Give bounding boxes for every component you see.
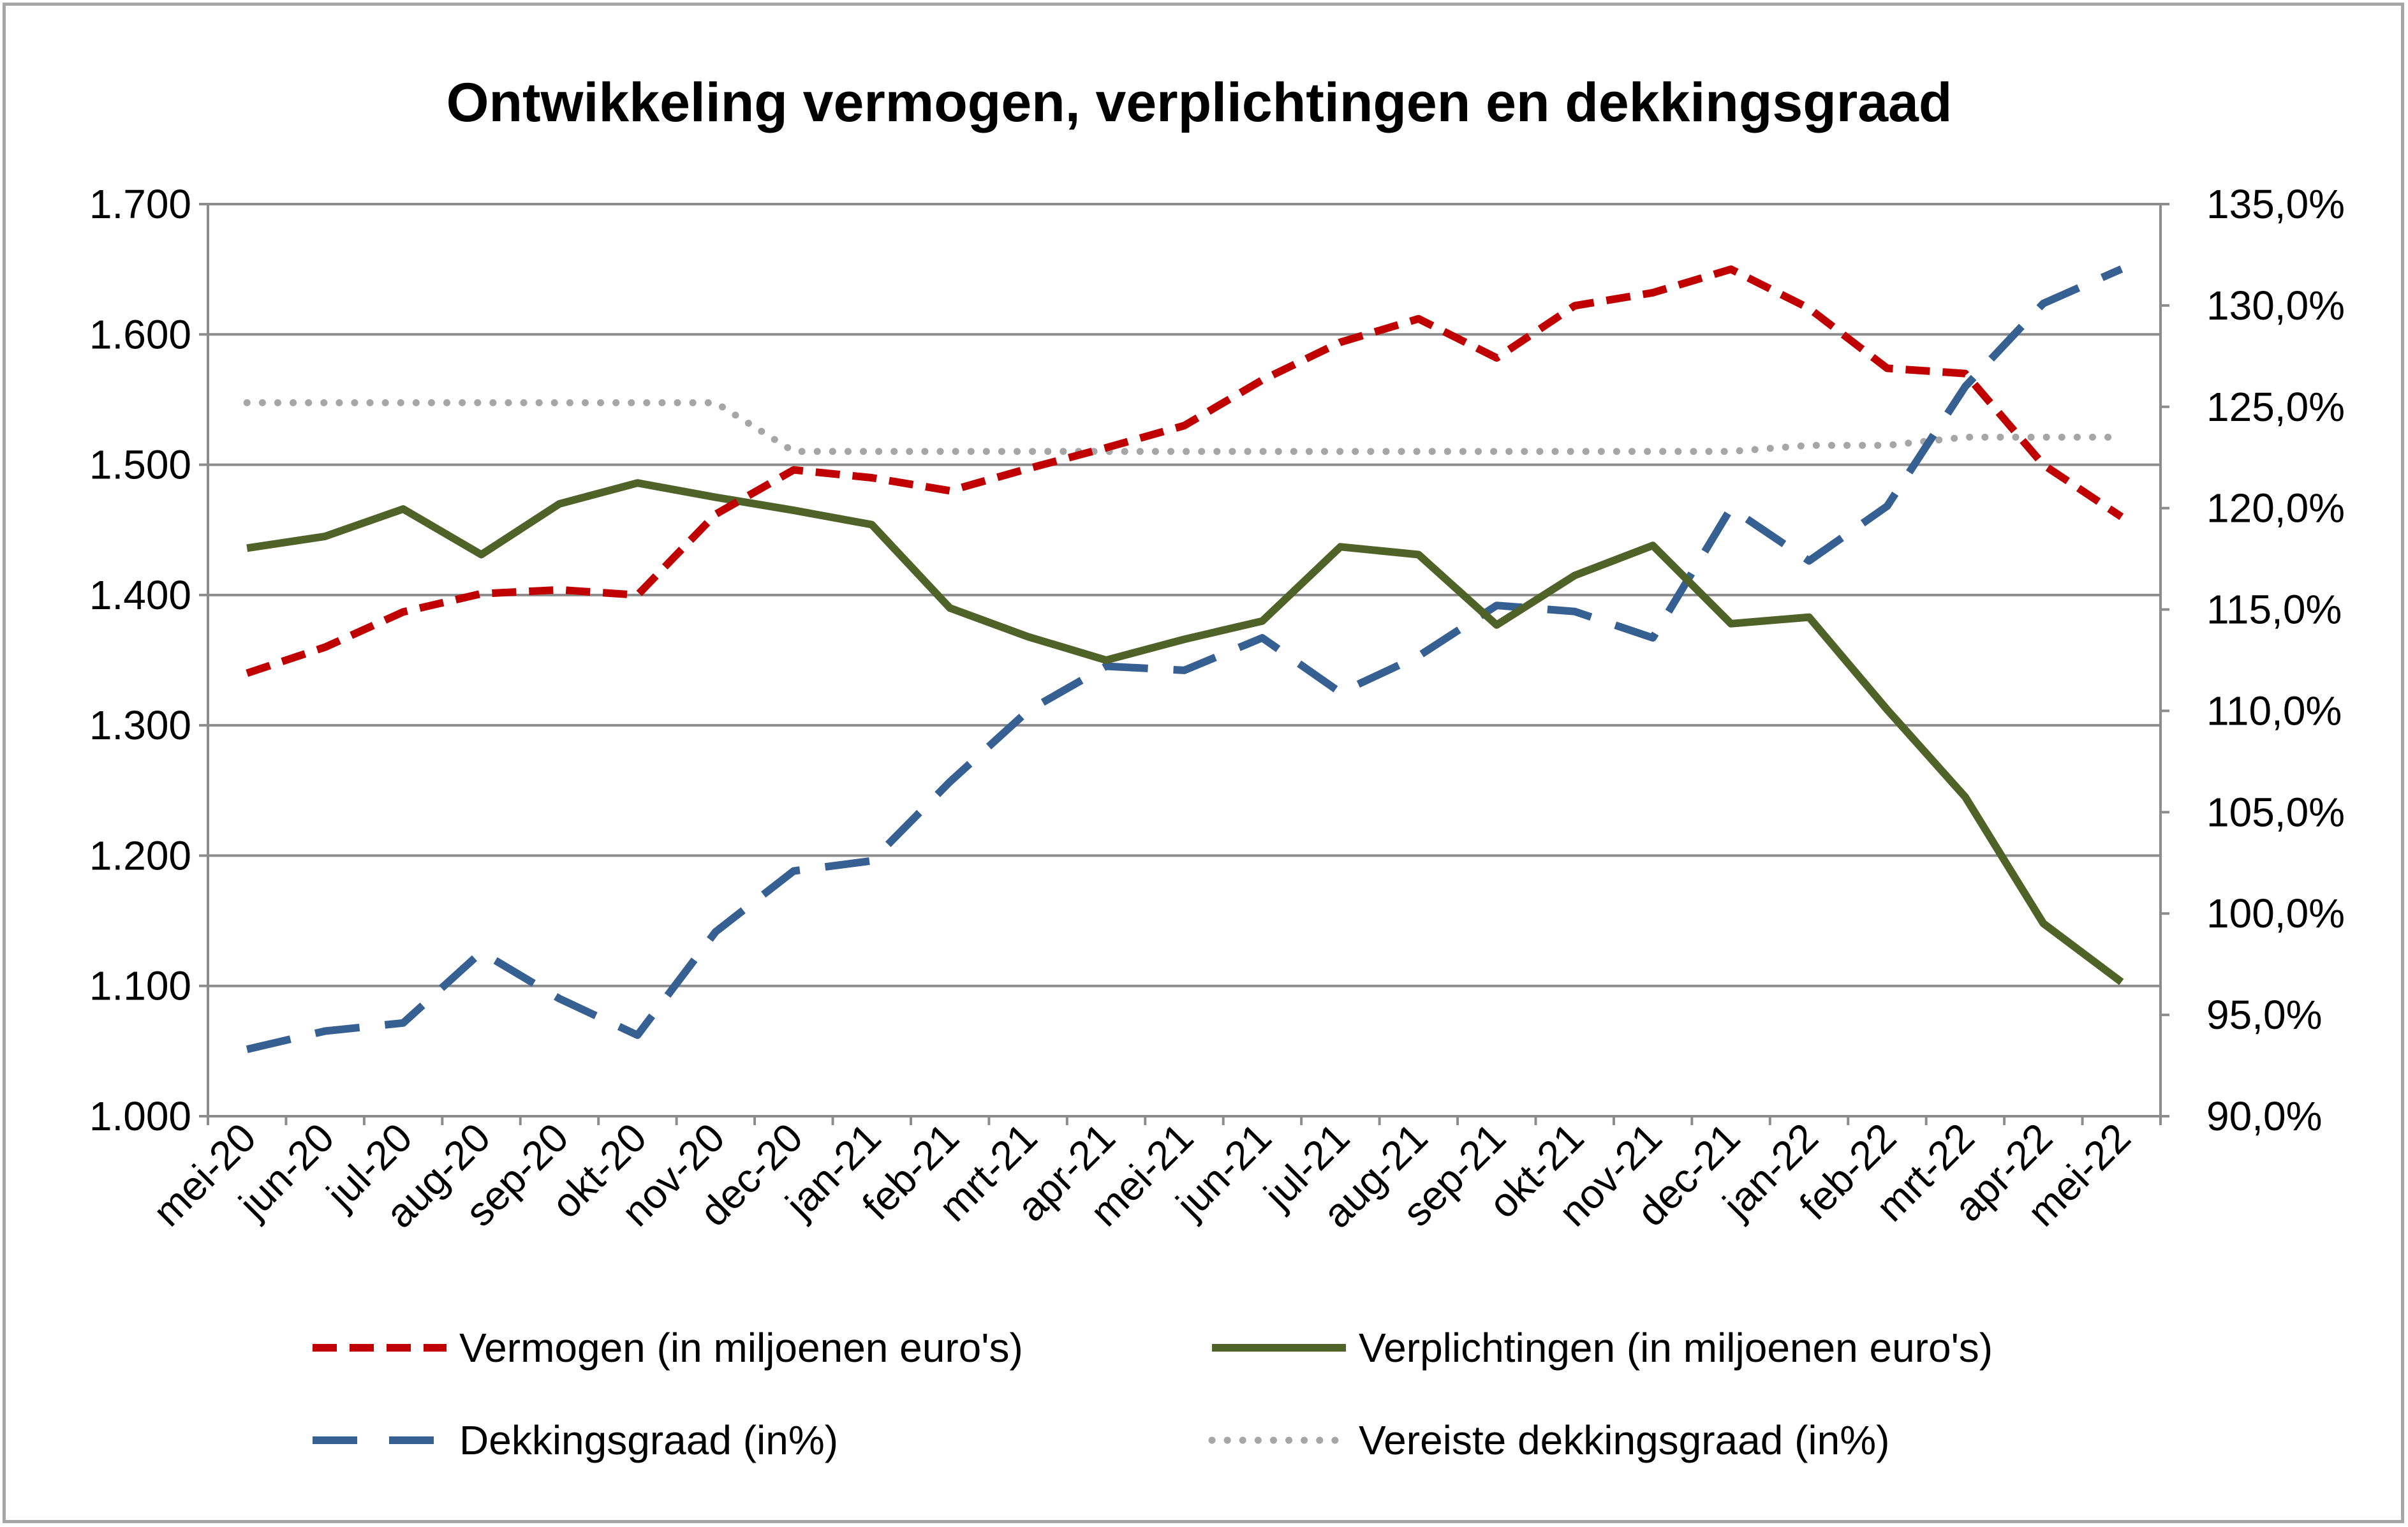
left-tick-label: 1.100 xyxy=(89,963,191,1009)
left-tick-label: 1.500 xyxy=(89,442,191,488)
chart-frame xyxy=(3,3,2404,1523)
left-tick-label: 1.300 xyxy=(89,702,191,748)
chart-title: Ontwikkeling vermogen, verplichtingen en… xyxy=(447,72,1953,133)
right-tick-label: 120,0% xyxy=(2206,485,2345,531)
gridlines xyxy=(208,203,2161,987)
axes xyxy=(199,203,2169,1125)
series-line-3 xyxy=(243,399,2125,455)
left-tick-label: 1.400 xyxy=(89,572,191,618)
left-tick-label: 1.600 xyxy=(89,311,191,357)
right-axis-ticks: 90,0% 95,0% 100,0% 105,0% 110,0% 115,0% 120,0%… xyxy=(2206,181,2345,1139)
left-axis-ticks: 1.000 1.100 1.200 1.300 1.400 1.500 1.600 1.700 xyxy=(89,181,191,1139)
right-tick-label: 125,0% xyxy=(2206,384,2345,430)
legend-label: Vereiste dekkingsgraad (in%) xyxy=(1359,1417,1889,1463)
right-tick-label: 135,0% xyxy=(2206,181,2345,227)
left-tick-label: 1.200 xyxy=(89,832,191,878)
series-line-0 xyxy=(246,265,2124,677)
left-tick-label: 1.000 xyxy=(89,1093,191,1139)
right-tick-label: 130,0% xyxy=(2206,283,2345,328)
legend-label: Vermogen (in miljoenen euro's) xyxy=(459,1325,1023,1371)
legend: Vermogen (in miljoenen euro's) Verplichti… xyxy=(313,1325,1993,1463)
right-tick-label: 100,0% xyxy=(2206,890,2345,936)
right-tick-label: 115,0% xyxy=(2206,587,2342,633)
right-tick-label: 95,0% xyxy=(2206,992,2322,1038)
right-tick-label: 110,0% xyxy=(2206,688,2342,734)
x-axis-ticks: mei-20jun-20jul-20aug-20sep-20okt-20nov-… xyxy=(144,1114,2139,1237)
legend-label: Dekkingsgraad (in%) xyxy=(459,1417,838,1463)
right-tick-label: 90,0% xyxy=(2206,1093,2322,1139)
left-tick-label: 1.700 xyxy=(89,181,191,227)
right-tick-label: 105,0% xyxy=(2206,789,2345,835)
series-line-2 xyxy=(246,265,2124,1053)
legend-label: Verplichtingen (in miljoenen euro's) xyxy=(1359,1325,1993,1371)
series-lines xyxy=(243,265,2125,1053)
series-line-1 xyxy=(246,479,2124,985)
